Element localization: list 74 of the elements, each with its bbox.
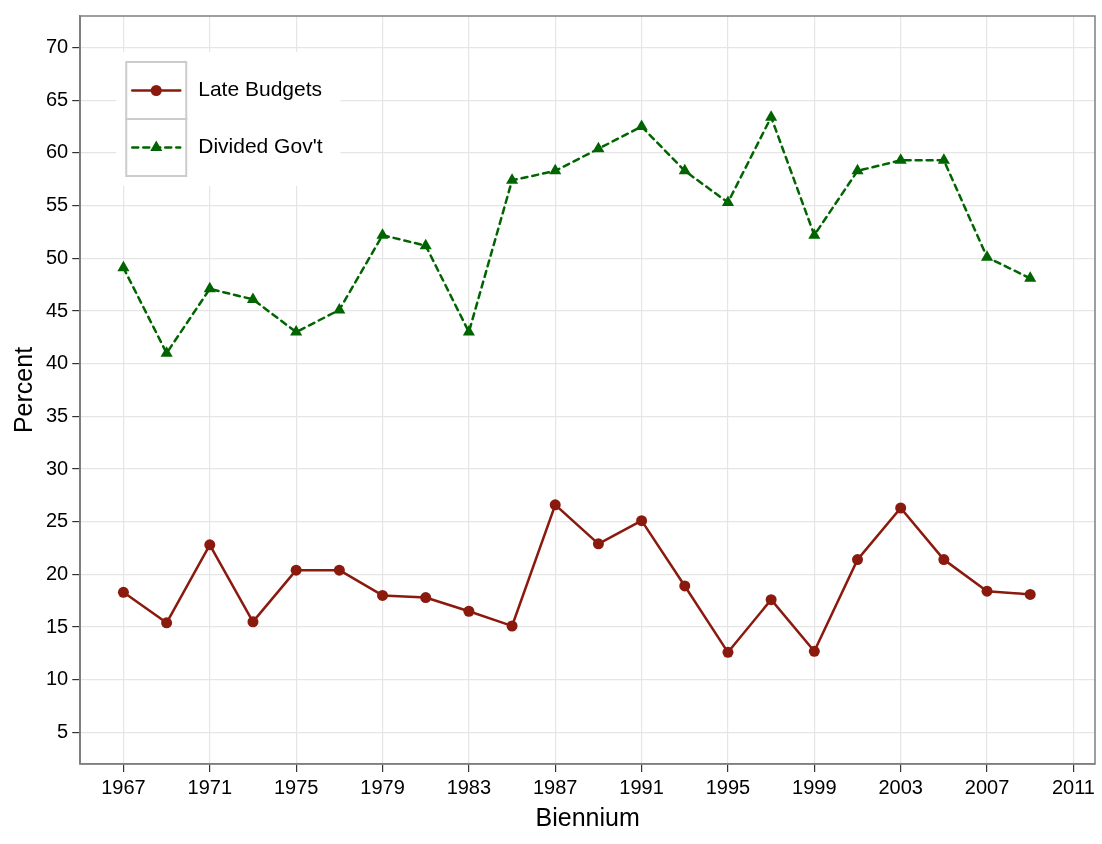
y-tick-label: 25 xyxy=(46,509,69,532)
point xyxy=(895,502,907,514)
point xyxy=(852,554,863,566)
point xyxy=(463,605,475,617)
point xyxy=(635,119,648,131)
point xyxy=(1024,271,1037,282)
y-tick-label: 10 xyxy=(46,667,69,690)
x-tick-label: 1971 xyxy=(187,775,233,798)
point xyxy=(117,586,129,598)
point xyxy=(117,260,130,272)
point xyxy=(808,645,820,657)
point xyxy=(722,646,734,658)
y-tick-label: 15 xyxy=(46,614,69,637)
legend-label: Divided Gov't xyxy=(198,134,323,158)
point xyxy=(765,110,778,121)
point xyxy=(247,616,259,628)
point xyxy=(894,153,907,164)
point xyxy=(1024,588,1036,600)
x-tick-label: 1987 xyxy=(532,775,578,798)
point xyxy=(290,325,303,336)
y-tick-label: 65 xyxy=(46,87,69,110)
point xyxy=(678,163,691,175)
y-tick-label: 20 xyxy=(46,561,69,584)
point xyxy=(505,173,519,184)
x-tick-label: 1979 xyxy=(360,775,405,798)
y-tick-label: 35 xyxy=(46,403,69,426)
point xyxy=(246,292,260,303)
point xyxy=(377,589,389,601)
y-tick-label: 30 xyxy=(46,456,69,479)
point xyxy=(203,281,216,293)
x-axis-title: Biennium xyxy=(535,802,640,831)
point xyxy=(981,585,993,597)
point xyxy=(462,325,475,336)
y-tick-label: 45 xyxy=(46,298,69,321)
point xyxy=(938,554,950,566)
point xyxy=(765,594,777,606)
point xyxy=(376,228,389,239)
point xyxy=(333,302,346,314)
point xyxy=(290,564,302,576)
point xyxy=(549,499,561,511)
point xyxy=(549,163,562,175)
point xyxy=(161,617,173,629)
point xyxy=(420,592,432,604)
point xyxy=(419,238,432,250)
x-tick-label: 2007 xyxy=(964,775,1010,798)
point xyxy=(636,515,648,527)
y-tick-label: 55 xyxy=(46,193,69,216)
point xyxy=(679,580,691,592)
x-tick-label: 1983 xyxy=(446,775,492,798)
point xyxy=(808,228,821,239)
point xyxy=(980,250,994,261)
x-tick-label: 1991 xyxy=(619,775,664,798)
x-tick-label: 2011 xyxy=(1051,775,1095,798)
point xyxy=(592,538,604,550)
x-tick-label: 1975 xyxy=(273,775,319,798)
point xyxy=(721,195,735,206)
point xyxy=(160,346,173,357)
y-tick-label: 60 xyxy=(46,140,69,163)
y-tick-label: 70 xyxy=(46,35,69,58)
y-tick-label: 40 xyxy=(46,351,69,374)
legend-label: Late Budgets xyxy=(198,77,323,101)
point xyxy=(204,539,216,551)
y-axis-title: Percent xyxy=(8,346,37,434)
point xyxy=(506,620,518,632)
y-tick-label: 5 xyxy=(57,719,69,742)
x-tick-label: 2003 xyxy=(878,775,923,798)
point xyxy=(592,141,605,153)
x-tick-label: 1967 xyxy=(101,775,146,798)
x-tick-label: 1995 xyxy=(705,775,751,798)
point xyxy=(851,163,864,175)
point xyxy=(937,153,950,164)
x-tick-label: 1999 xyxy=(792,775,837,798)
y-tick-label: 50 xyxy=(46,245,69,268)
point xyxy=(333,564,345,576)
